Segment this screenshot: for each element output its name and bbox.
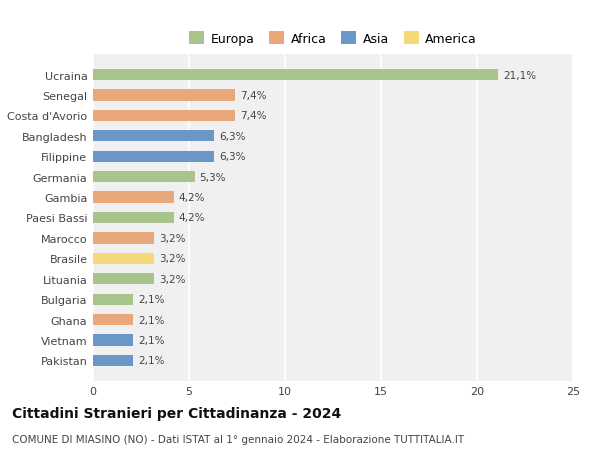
- Bar: [93, 253, 154, 264]
- Legend: Europa, Africa, Asia, America: Europa, Africa, Asia, America: [189, 32, 477, 45]
- Bar: [93, 294, 133, 305]
- Bar: [93, 355, 133, 366]
- Bar: [93, 172, 195, 183]
- Text: 2,1%: 2,1%: [138, 295, 164, 304]
- Bar: [93, 192, 173, 203]
- Text: 4,2%: 4,2%: [178, 213, 205, 223]
- Bar: [93, 90, 235, 101]
- Text: 7,4%: 7,4%: [240, 91, 266, 101]
- Text: 6,3%: 6,3%: [219, 152, 245, 162]
- Text: Cittadini Stranieri per Cittadinanza - 2024: Cittadini Stranieri per Cittadinanza - 2…: [12, 406, 341, 420]
- Bar: [93, 274, 154, 285]
- Text: COMUNE DI MIASINO (NO) - Dati ISTAT al 1° gennaio 2024 - Elaborazione TUTTITALIA: COMUNE DI MIASINO (NO) - Dati ISTAT al 1…: [12, 434, 464, 444]
- Bar: [93, 233, 154, 244]
- Bar: [93, 151, 214, 162]
- Text: 5,3%: 5,3%: [200, 172, 226, 182]
- Text: 3,2%: 3,2%: [159, 233, 186, 243]
- Text: 2,1%: 2,1%: [138, 356, 164, 365]
- Text: 4,2%: 4,2%: [178, 193, 205, 203]
- Bar: [93, 111, 235, 122]
- Bar: [93, 213, 173, 224]
- Bar: [93, 131, 214, 142]
- Text: 7,4%: 7,4%: [240, 111, 266, 121]
- Text: 2,1%: 2,1%: [138, 335, 164, 345]
- Text: 3,2%: 3,2%: [159, 254, 186, 264]
- Text: 6,3%: 6,3%: [219, 132, 245, 141]
- Text: 21,1%: 21,1%: [503, 71, 536, 80]
- Text: 3,2%: 3,2%: [159, 274, 186, 284]
- Text: 2,1%: 2,1%: [138, 315, 164, 325]
- Bar: [93, 314, 133, 325]
- Bar: [93, 70, 498, 81]
- Bar: [93, 335, 133, 346]
